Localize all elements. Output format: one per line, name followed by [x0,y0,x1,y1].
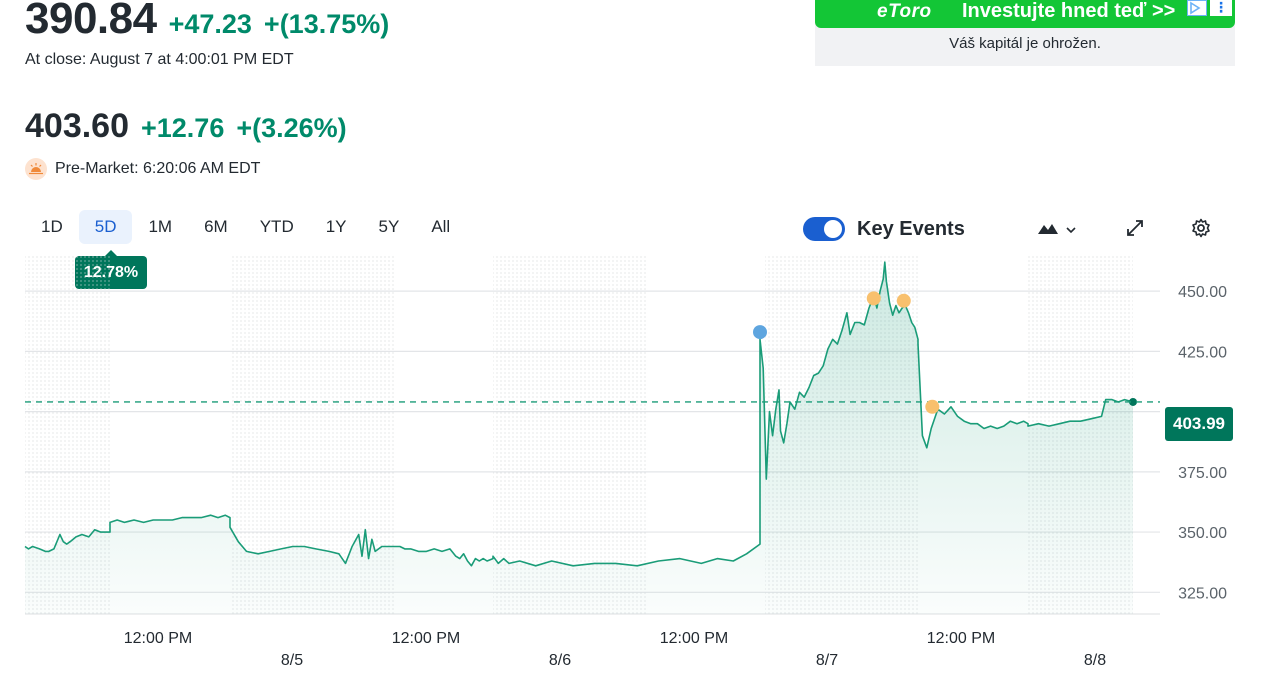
last-price-dot [1129,397,1137,406]
x-time-label: 12:00 PM [927,630,995,647]
advertisement[interactable]: eToro Investujte hned teď >> ⋮ Váš kapit… [815,0,1235,66]
y-tick-label: 375.00 [1178,465,1227,482]
x-date-label: 8/5 [281,652,303,669]
range-1m[interactable]: 1M [148,217,173,236]
range-all[interactable]: All [431,217,451,236]
close-timestamp: At close: August 7 at 4:00:01 PM EDT [25,51,294,68]
mountain-chart-icon [1038,221,1058,239]
dividend-event-marker [753,325,767,340]
last-price-tag: 403.99 [1165,407,1233,441]
axis-labels: 325.00 350.00 375.00 425.00 450.00 12:00 PM 12… [124,284,1227,669]
premarket-quote: 403.60 +12.76 +(3.26%) [25,107,347,146]
x-date-label: 8/6 [549,652,571,669]
y-tick-label: 450.00 [1178,284,1227,301]
gear-icon [1191,218,1211,243]
ad-banner[interactable]: eToro Investujte hned teď >> ⋮ [815,0,1235,28]
key-events [753,291,940,414]
close-price: 390.84 [25,0,157,43]
range-ytd[interactable]: YTD [259,217,294,236]
x-date-label: 8/7 [816,652,838,669]
adchoices-icon[interactable] [1187,0,1207,16]
range-5y[interactable]: 5Y [378,217,400,236]
key-events-toggle[interactable] [803,217,845,241]
price-chart[interactable]: 325.00 350.00 375.00 425.00 450.00 12:00 PM 12… [0,248,1278,696]
range-selector: 1D 5D 1M 6M YTD 1Y 5Y All [25,210,466,244]
session-shade [493,255,648,614]
news-event-marker [866,291,881,306]
price-area-fill [25,262,1133,614]
key-events-label: Key Events [857,218,965,240]
fullscreen-button[interactable] [1122,216,1148,244]
news-event-marker [925,399,940,414]
range-6m[interactable]: 6M [204,217,228,236]
chevron-down-icon [1066,221,1076,239]
etoro-logo: eToro [877,1,932,22]
x-date-label: 8/8 [1084,652,1106,669]
chart-type-button[interactable] [1033,216,1081,244]
price-line [24,261,1134,567]
toggle-knob [824,220,842,238]
close-change: +47.23 [168,9,252,39]
news-event-marker [896,293,911,308]
price-area [24,261,1137,614]
y-tick-label: 350.00 [1178,525,1227,542]
premarket-timestamp: Pre-Market: 6:20:06 AM EDT [55,160,261,177]
sunrise-icon [25,158,47,180]
ad-more-icon[interactable]: ⋮ [1210,0,1232,16]
range-1d[interactable]: 1D [41,217,63,236]
x-time-label: 12:00 PM [124,630,192,647]
close-quote: 390.84 +47.23 +(13.75%) [25,0,389,44]
ad-disclaimer: Váš kapitál je ohrožen. [949,35,1101,52]
premarket-price: 403.60 [25,107,129,145]
settings-button[interactable] [1188,216,1214,244]
close-change-pct: +(13.75%) [263,9,390,39]
range-5d[interactable]: 5D [78,210,133,244]
premarket-change-pct: +(3.26%) [236,113,347,143]
premarket-status: Pre-Market: 6:20:06 AM EDT [25,158,260,180]
ad-cta-link[interactable]: Investujte hned teď >> [962,0,1176,22]
x-time-label: 12:00 PM [392,630,460,647]
y-tick-label: 325.00 [1178,585,1227,602]
range-1y[interactable]: 1Y [325,217,347,236]
expand-icon [1126,219,1144,242]
x-time-label: 12:00 PM [660,630,728,647]
premarket-change: +12.76 [141,113,225,143]
y-tick-label: 425.00 [1178,344,1227,361]
